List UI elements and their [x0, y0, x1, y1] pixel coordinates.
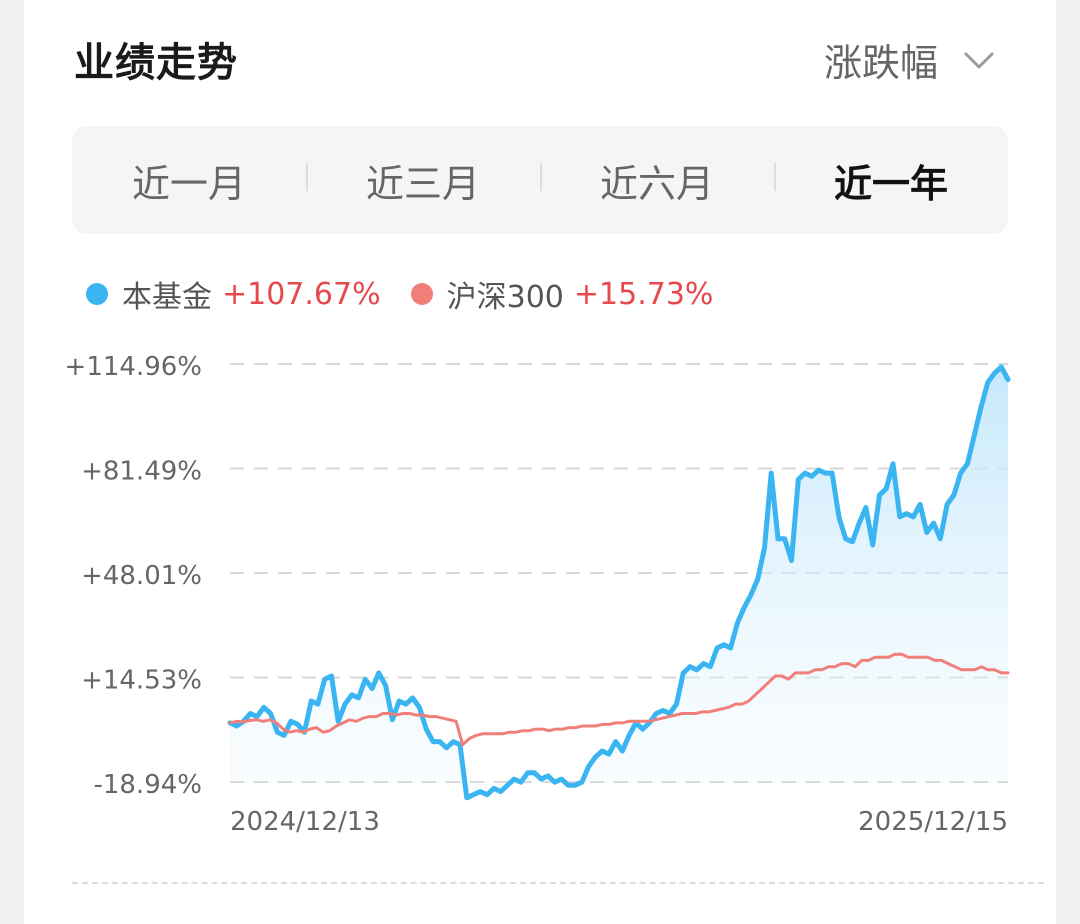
legend-item-index: 沪深300 +15.73%	[410, 272, 714, 316]
y-tick-label: +114.96%	[65, 352, 202, 382]
period-tabs: 近一月 近三月 近六月 近一年	[72, 126, 1008, 234]
metric-selector[interactable]: 涨跌幅	[824, 32, 996, 87]
legend-name-index: 沪深300	[446, 280, 564, 315]
page-title: 业绩走势	[74, 40, 238, 86]
series-line-fund	[227, 364, 1011, 801]
legend-value-index: +15.73%	[573, 276, 714, 312]
x-tick-label: 2025/12/15	[858, 807, 1008, 837]
tab-6-months[interactable]: 近六月	[540, 153, 774, 208]
chevron-down-icon	[964, 52, 994, 68]
tab-1-year[interactable]: 近一年	[774, 153, 1008, 208]
legend-value-fund: +107.67%	[222, 276, 381, 312]
y-tick-label: -18.94%	[93, 770, 202, 800]
y-tick-label: +81.49%	[81, 457, 202, 487]
tab-3-months[interactable]: 近三月	[306, 153, 540, 208]
performance-chart[interactable]: +114.96% +81.49% +48.01% +14.53% -18.94% 2024…	[24, 330, 1056, 850]
tab-1-month[interactable]: 近一月	[131, 161, 246, 206]
chart-legend: 本基金 +107.67% 沪深300 +15.73%	[86, 272, 743, 316]
divider	[72, 882, 1044, 884]
legend-item-fund: 本基金 +107.67%	[86, 272, 381, 316]
legend-dot-fund	[86, 283, 108, 305]
y-tick-label: +14.53%	[81, 666, 202, 696]
performance-card: 业绩走势 涨跌幅 近一月 近三月 近六月 近一年 本基金 +107.67% 沪深…	[24, 0, 1056, 924]
legend-dot-index	[410, 283, 433, 305]
x-tick-label: 2024/12/13	[230, 807, 380, 837]
y-tick-label: +48.01%	[81, 561, 202, 591]
metric-selector-label: 涨跌幅	[823, 41, 938, 85]
legend-name-fund: 本基金	[122, 280, 212, 315]
series-line-index	[228, 652, 1010, 747]
fund-area	[230, 367, 1008, 798]
